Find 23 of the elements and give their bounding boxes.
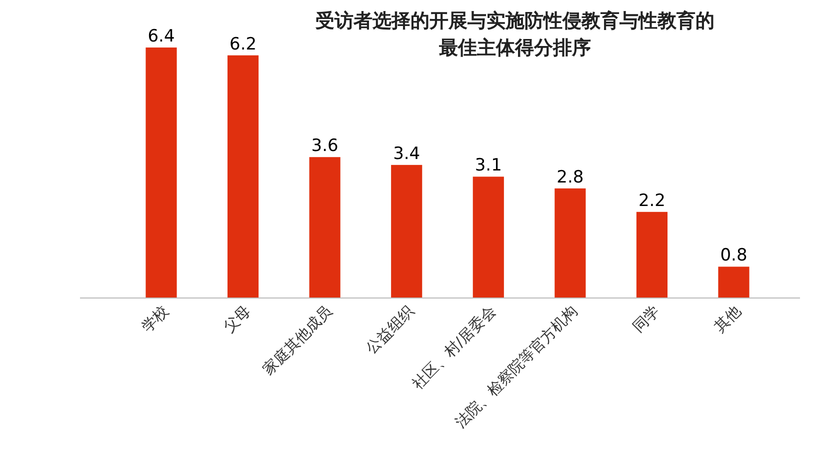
data-label: 2.2 bbox=[638, 190, 666, 211]
data-label: 3.4 bbox=[393, 144, 420, 164]
data-label: 3.1 bbox=[474, 156, 502, 176]
bar bbox=[472, 176, 504, 298]
data-label: 6.2 bbox=[230, 34, 257, 54]
x-tick-label: 其他 bbox=[710, 302, 745, 336]
data-label: 2.8 bbox=[556, 167, 584, 188]
bar bbox=[309, 157, 340, 298]
data-label: 0.8 bbox=[720, 246, 748, 266]
bar bbox=[391, 164, 422, 298]
data-label: 6.4 bbox=[148, 26, 175, 47]
x-tick-label: 父母 bbox=[220, 302, 254, 336]
bar bbox=[636, 212, 668, 298]
x-tick-label: 公益组织 bbox=[362, 302, 418, 358]
x-tick-label: 家庭其他成员 bbox=[259, 302, 336, 378]
bar bbox=[146, 48, 177, 298]
bar bbox=[718, 266, 750, 298]
x-tick-label: 同学 bbox=[628, 302, 663, 336]
bar bbox=[227, 55, 259, 298]
x-tick-label: 学校 bbox=[138, 302, 172, 336]
chart-title: 受访者选择的开展与实施防性侵教育与性教育的最佳主体得分排序 bbox=[316, 10, 714, 59]
bar bbox=[554, 188, 586, 298]
data-label: 3.6 bbox=[311, 136, 338, 156]
